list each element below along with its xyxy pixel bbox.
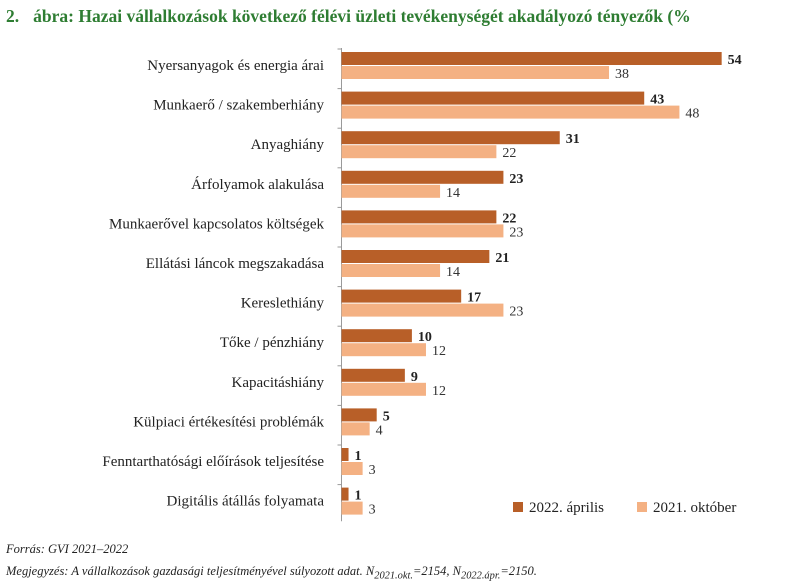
bar-2022-april	[341, 210, 497, 224]
category-label: Anyaghiány	[251, 137, 325, 153]
data-label: 43	[650, 93, 664, 108]
category-label: Árfolyamok alakulása	[191, 176, 324, 193]
data-label: 3	[369, 503, 376, 518]
legend-swatch	[513, 502, 523, 512]
bar-2021-october	[341, 422, 370, 436]
data-label: 12	[432, 344, 446, 359]
bar-chart: 5438434831222314222321141723101291254131…	[102, 48, 742, 522]
bar-2021-october	[341, 66, 610, 79]
category-label: Nyersanyagok és energia árai	[147, 58, 324, 74]
data-label: 12	[432, 384, 446, 399]
legend-label: 2021. október	[653, 500, 736, 516]
data-label: 21	[495, 251, 509, 266]
bar-2022-april	[341, 91, 645, 105]
data-label: 9	[411, 370, 418, 385]
category-label: Kapacitáshiány	[232, 375, 325, 391]
bar-2022-april	[341, 487, 349, 501]
category-label: Tőke / pénzhiány	[220, 335, 325, 351]
data-label: 1	[355, 449, 362, 464]
bar-2022-april	[341, 289, 462, 303]
category-label: Digitális átállás folyamata	[167, 494, 325, 510]
category-label: Külpiaci értékesítési problémák	[133, 414, 324, 430]
data-label: 4	[376, 423, 383, 438]
bar-2021-october	[341, 382, 426, 396]
category-label: Kereslethiány	[241, 296, 325, 312]
data-label: 23	[509, 225, 523, 240]
bar-2022-april	[341, 448, 349, 461]
bar-2022-april	[341, 170, 504, 184]
bar-series: 5438434831222314222321141723101291254131…	[341, 52, 742, 518]
figure-number: 2.	[6, 6, 20, 26]
category-label: Munkaerő / szakemberhiány	[153, 98, 324, 114]
legend-label: 2022. április	[529, 500, 604, 516]
category-labels: Nyersanyagok és energia árai Munkaerő / s…	[102, 58, 324, 510]
bar-2021-october	[341, 462, 363, 475]
bar-2021-october	[341, 184, 441, 198]
bar-2022-april	[341, 250, 490, 263]
source-note: Forrás: GVI 2021–2022	[6, 542, 129, 556]
figure-title: ábra: Hazai vállalkozások következő félé…	[33, 6, 691, 26]
data-label: 31	[566, 132, 580, 147]
data-label: 38	[615, 67, 629, 82]
data-label: 23	[509, 305, 523, 320]
category-label: Munkaerővel kapcsolatos költségek	[109, 216, 324, 232]
bar-2022-april	[341, 408, 377, 422]
data-label: 22	[502, 211, 516, 226]
data-label: 1	[355, 489, 362, 504]
data-label: 17	[467, 291, 481, 306]
bar-2021-october	[341, 343, 426, 357]
category-label: Ellátási láncok megszakadása	[146, 256, 325, 272]
data-label: 10	[418, 330, 432, 345]
bar-2022-april	[341, 52, 722, 65]
data-label: 23	[509, 172, 523, 187]
bar-2022-april	[341, 131, 560, 145]
bar-2021-october	[341, 105, 680, 119]
bar-2021-october	[341, 264, 441, 277]
data-label: 5	[383, 409, 390, 424]
data-label: 14	[446, 186, 460, 201]
bar-2022-april	[341, 368, 405, 382]
legend-swatch	[637, 502, 647, 512]
bar-2021-october	[341, 224, 504, 238]
data-label: 3	[369, 463, 376, 478]
data-label: 14	[446, 265, 460, 280]
bar-2021-october	[341, 145, 497, 159]
bar-2022-april	[341, 329, 412, 343]
data-label: 54	[728, 53, 742, 68]
bar-2021-october	[341, 501, 363, 515]
category-label: Fenntarthatósági előírások teljesítése	[102, 454, 324, 470]
chart-axis	[337, 48, 342, 522]
chart-title: 2. ábra: Hazai vállalkozások következő fé…	[6, 6, 795, 27]
bar-2021-october	[341, 303, 504, 317]
data-label: 48	[685, 107, 699, 122]
remark-note: Megjegyzés: A vállalkozások gazdasági te…	[6, 564, 537, 582]
data-label: 22	[502, 146, 516, 161]
chart-legend: 2022. április 2021. október	[513, 500, 736, 516]
